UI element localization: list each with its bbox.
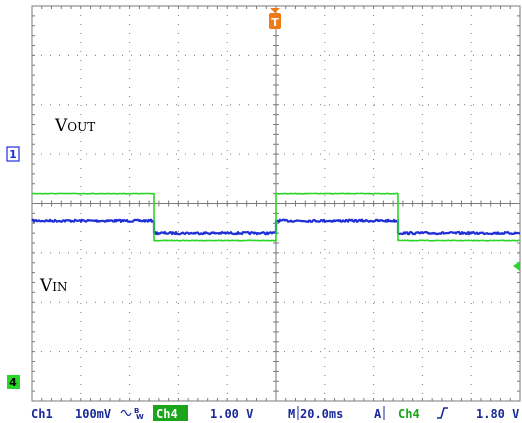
- trigger-mode: A: [374, 407, 382, 421]
- vout-label: VOUT: [54, 116, 95, 136]
- ch4-ground-marker: 4: [7, 375, 20, 389]
- svg-text:T: T: [271, 16, 279, 29]
- trigger-level: 1.80 V: [476, 407, 519, 421]
- rising-edge-icon: [437, 407, 448, 419]
- ac-coupling-bw-icon: B W: [120, 407, 144, 421]
- svg-text:B: B: [134, 407, 139, 415]
- trigger-position-marker: T: [269, 8, 281, 29]
- svg-text:1: 1: [9, 148, 17, 161]
- trigger-source: Ch4: [398, 407, 420, 421]
- vin-label: VIN: [39, 276, 68, 296]
- ch1-label: Ch1: [31, 407, 53, 421]
- timebase: 20.0ms: [300, 407, 343, 421]
- ch4-label-box: [153, 405, 188, 421]
- status-bar: Ch1 100mV B W Ch4 1.00 V M 20.0ms A Ch4 …: [31, 405, 519, 421]
- ch4-label: Ch4: [156, 407, 178, 421]
- ch1-scale: 100mV: [75, 407, 111, 421]
- traces: [31, 192, 521, 242]
- ch4-scale: 1.00 V: [210, 407, 253, 421]
- timebase-prefix: M: [288, 407, 295, 421]
- graticule: [31, 5, 521, 402]
- vin-trace: [32, 192, 521, 242]
- trigger-level-arrow-icon: [513, 261, 520, 271]
- svg-text:W: W: [136, 413, 144, 421]
- svg-text:4: 4: [9, 376, 17, 389]
- ch1-ground-marker: 1: [6, 146, 20, 162]
